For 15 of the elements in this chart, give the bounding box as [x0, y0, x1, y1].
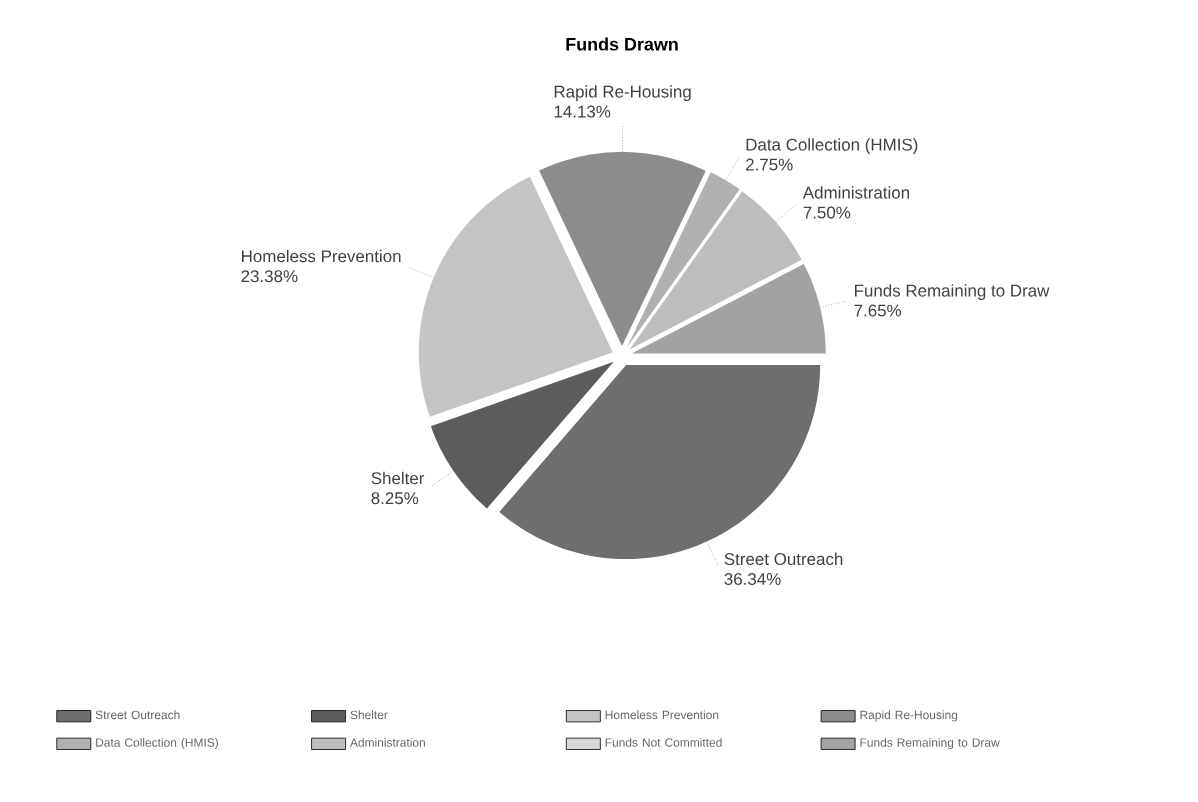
- slice-label: Data Collection (HMIS): [746, 138, 918, 154]
- slice-label: Rapid Re-Housing: [554, 85, 691, 101]
- chart-title: Funds Drawn: [566, 37, 678, 51]
- data-label: 8.25%: [371, 492, 419, 505]
- data-label: 23.38%: [241, 270, 298, 283]
- data-label: 36.34%: [724, 573, 781, 585]
- slice-label: Funds Remaining to Draw: [854, 284, 1050, 300]
- slice-label: Street Outreach: [724, 552, 843, 566]
- slice-label: Shelter: [371, 471, 425, 485]
- data-label: 14.13%: [554, 105, 611, 118]
- slice-label: Homeless Prevention: [242, 249, 401, 263]
- data-label: 7.50%: [803, 206, 851, 219]
- data-label: 2.75%: [746, 158, 793, 171]
- data-label: 7.65%: [854, 304, 902, 317]
- slice-label: Administration: [802, 186, 909, 199]
